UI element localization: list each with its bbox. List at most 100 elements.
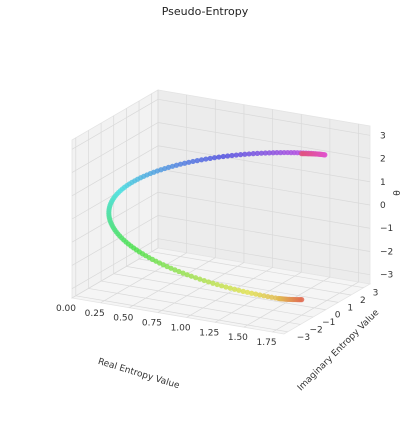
data-point: [244, 289, 251, 295]
y-tick-label: 2: [360, 296, 366, 306]
y-tick-label: 1: [347, 303, 353, 313]
data-point: [253, 291, 259, 297]
data-point: [237, 152, 244, 158]
data-point: [182, 160, 188, 166]
data-point: [198, 157, 205, 163]
x-tick-label: 0.25: [85, 309, 105, 319]
data-point: [172, 267, 178, 273]
x-tick-label: 1.25: [199, 328, 219, 338]
data-point: [258, 150, 265, 156]
grid-z-back: [157, 191, 371, 229]
grid-x-floor: [186, 267, 273, 318]
data-point: [250, 151, 256, 157]
data-point: [214, 281, 220, 288]
grid-z-back: [157, 168, 371, 206]
data-point: [249, 290, 255, 296]
data-point: [184, 272, 190, 278]
grid-x-floor: [215, 272, 302, 323]
data-point: [277, 150, 284, 156]
data-point: [205, 279, 212, 285]
grid-x-floor: [243, 276, 331, 328]
chart-title: Pseudo-Entropy: [162, 5, 249, 18]
data-point: [236, 287, 242, 293]
data-point: [242, 151, 248, 157]
data-points: [106, 149, 328, 303]
y-tick-label: −3: [297, 333, 310, 343]
data-point: [229, 152, 235, 159]
grid-z-left: [71, 145, 159, 197]
grid-x-floor: [272, 281, 359, 333]
data-point: [265, 293, 271, 300]
data-point: [173, 162, 180, 168]
data-point: [220, 153, 226, 160]
z-tick-label: −2: [380, 247, 393, 257]
data-point: [190, 158, 196, 165]
grid-x-floor: [129, 257, 216, 309]
data-point: [246, 151, 252, 157]
x-tick-label: 0.50: [113, 314, 133, 324]
grid-x-floor: [100, 252, 187, 304]
x-tick-label: 0.75: [142, 319, 162, 329]
data-point: [299, 151, 305, 157]
data-point: [254, 150, 260, 156]
grid-z-back: [157, 122, 371, 159]
data-point: [177, 161, 184, 167]
grid-z-left: [71, 215, 159, 266]
grid-z-back: [157, 215, 371, 252]
grid-z-back: [157, 98, 371, 136]
x-tick-label: 1.00: [171, 323, 191, 333]
data-point: [197, 276, 203, 282]
x-tick-labels: 0.00 0.25 0.50 0.75 1.00 1.25 1.50 1.75: [56, 304, 277, 348]
data-point: [232, 286, 238, 292]
grid-y-floor: [138, 258, 352, 296]
y-tick-label: −1: [322, 318, 335, 328]
grid-y-floor: [88, 288, 301, 325]
data-point: [270, 150, 276, 156]
y-tick-label: −2: [309, 325, 322, 335]
x-tick-label: 1.50: [228, 333, 248, 343]
data-point: [186, 159, 192, 165]
data-point: [223, 284, 229, 290]
z-tick-label: 1: [380, 178, 386, 188]
z-axis-label: θ: [393, 190, 403, 196]
z-tick-label: 2: [380, 155, 386, 165]
data-point: [233, 152, 239, 158]
grid-z-left: [71, 191, 159, 243]
grid-x-floor: [157, 262, 245, 313]
data-point: [188, 273, 194, 279]
data-point: [266, 150, 272, 156]
y-tick-label: 0: [335, 311, 341, 321]
data-point: [269, 294, 275, 300]
grid-z-back: [157, 145, 371, 183]
data-point: [261, 293, 267, 299]
x-axis-label: Real Entropy Value: [97, 357, 181, 391]
grid-z-left: [71, 98, 159, 150]
y-tick-label: 3: [373, 289, 379, 299]
data-point: [210, 280, 216, 286]
data-point: [176, 268, 182, 275]
data-point: [218, 283, 225, 289]
x-tick-label: 1.75: [257, 338, 277, 348]
data-point: [225, 153, 231, 159]
grid-z-left: [71, 238, 159, 290]
grid-y-floor: [151, 251, 364, 289]
data-point: [203, 156, 209, 162]
z-tick-labels: −3 −2 −1 0 1 2 3: [380, 131, 393, 280]
data-point: [262, 150, 268, 156]
data-point: [211, 155, 218, 161]
grid-y-floor: [101, 280, 314, 318]
grid-y-floor: [126, 266, 339, 303]
z-tick-label: 0: [380, 201, 386, 211]
data-point: [180, 270, 186, 276]
z-tick-label: −1: [380, 224, 393, 234]
grid-z-back: [157, 238, 371, 276]
data-point: [274, 150, 280, 156]
data-point: [168, 265, 174, 271]
grid-y-floor: [113, 273, 326, 311]
grid-y-floor: [75, 295, 288, 333]
data-point: [169, 163, 176, 169]
data-point: [240, 288, 246, 294]
